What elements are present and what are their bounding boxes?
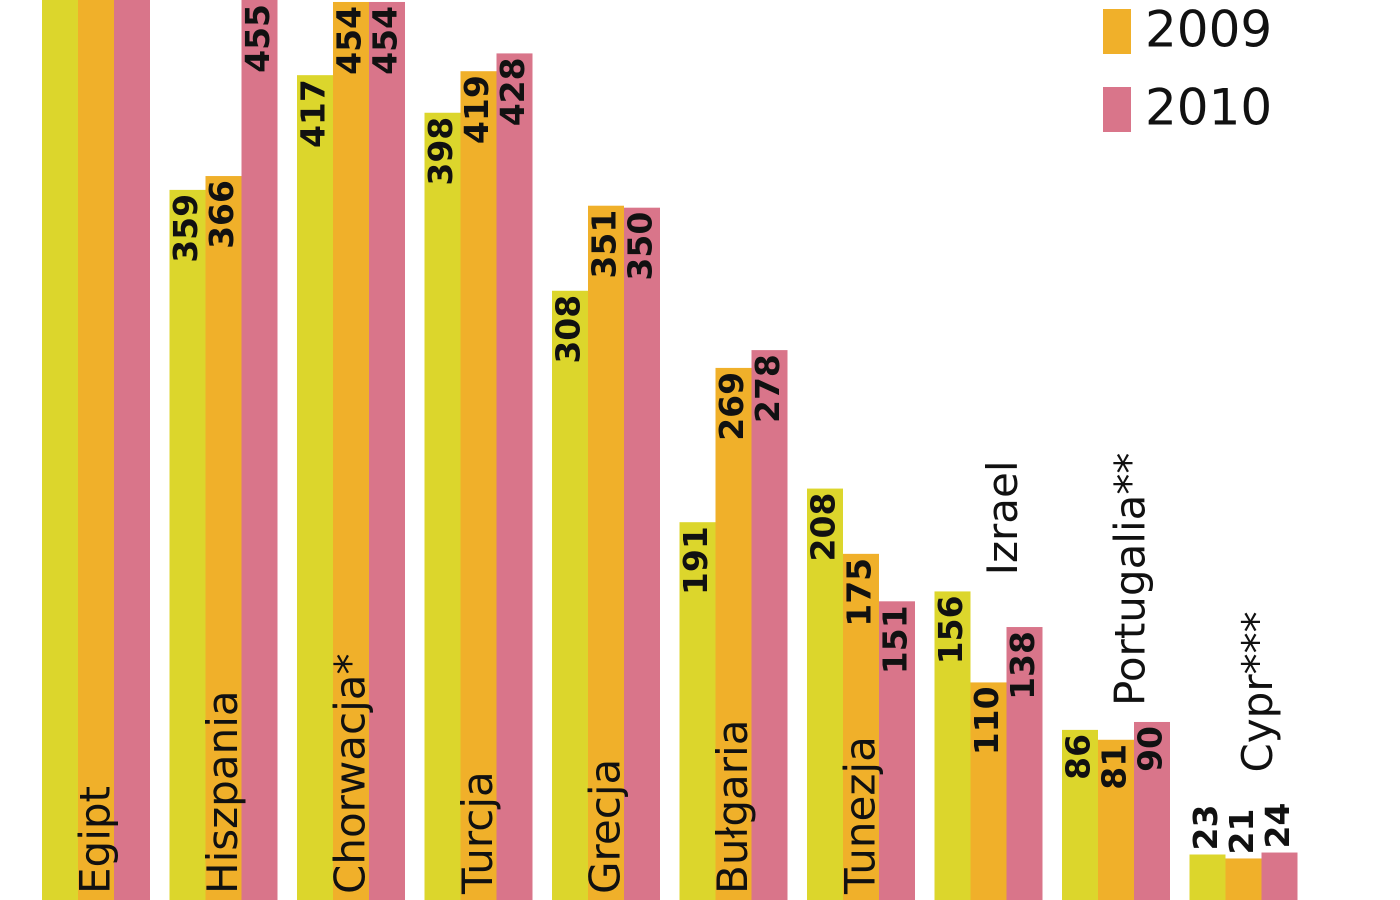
value-label: 86 bbox=[1059, 734, 1098, 780]
value-label: 366 bbox=[202, 180, 241, 249]
bar bbox=[369, 1, 405, 900]
bar bbox=[970, 682, 1007, 900]
category-label: Tunezja bbox=[836, 736, 885, 895]
bar bbox=[460, 71, 497, 900]
value-label: 454 bbox=[330, 6, 369, 75]
value-label: 208 bbox=[804, 493, 843, 562]
bar bbox=[297, 75, 333, 900]
value-label: 138 bbox=[1003, 631, 1042, 700]
category-label: Izrael bbox=[978, 460, 1027, 575]
value-label: 419 bbox=[457, 75, 496, 144]
bar bbox=[78, 0, 114, 900]
bar bbox=[42, 0, 78, 900]
bar bbox=[241, 0, 278, 900]
value-label: 269 bbox=[712, 372, 751, 441]
value-label: 455 bbox=[238, 4, 277, 73]
bar bbox=[424, 112, 461, 900]
bar bbox=[169, 189, 206, 900]
bar bbox=[1261, 852, 1298, 900]
category-label: Turcja bbox=[453, 771, 502, 895]
value-label: 359 bbox=[166, 194, 205, 263]
value-label: 351 bbox=[585, 210, 624, 279]
value-label: 21 bbox=[1222, 809, 1261, 855]
category-label: Portugalia** bbox=[1106, 453, 1155, 706]
bar bbox=[751, 350, 788, 900]
category-label: Hiszpania bbox=[198, 690, 247, 894]
bar bbox=[1006, 627, 1043, 900]
value-label: 350 bbox=[621, 212, 660, 281]
bar bbox=[333, 1, 369, 900]
bar bbox=[1134, 721, 1170, 900]
category-label: Cypr*** bbox=[1233, 611, 1282, 772]
value-label: 175 bbox=[840, 558, 879, 627]
bar bbox=[588, 205, 624, 900]
category-label: Grecja bbox=[581, 759, 630, 894]
category-label: Egipt bbox=[71, 786, 120, 894]
bar bbox=[1098, 739, 1134, 900]
bar bbox=[843, 553, 879, 900]
bar bbox=[114, 0, 150, 900]
value-label: 81 bbox=[1095, 744, 1134, 790]
legend-label: 2010 bbox=[1145, 79, 1272, 137]
value-label: 90 bbox=[1131, 726, 1170, 772]
bar bbox=[496, 53, 533, 900]
bar bbox=[552, 290, 588, 900]
value-label: 428 bbox=[493, 57, 532, 126]
bar bbox=[624, 207, 660, 900]
bar bbox=[1189, 854, 1226, 900]
category-label: Bułgaria bbox=[708, 720, 757, 894]
value-label: 417 bbox=[294, 79, 333, 148]
value-label: 278 bbox=[748, 354, 787, 423]
value-label: 398 bbox=[421, 117, 460, 186]
value-label: 454 bbox=[366, 6, 405, 75]
legend-swatch bbox=[1103, 87, 1131, 132]
value-label: 151 bbox=[876, 605, 915, 674]
legend-swatch bbox=[1103, 9, 1131, 54]
bar bbox=[205, 176, 242, 900]
bar bbox=[679, 522, 716, 900]
value-label: 23 bbox=[1186, 805, 1225, 851]
bar bbox=[934, 591, 971, 900]
bar bbox=[879, 601, 915, 900]
category-label: Chorwacja* bbox=[326, 654, 375, 895]
value-label: 308 bbox=[549, 295, 588, 364]
value-label: 191 bbox=[676, 526, 715, 595]
value-label: 156 bbox=[931, 595, 970, 664]
legend-label: 2009 bbox=[1145, 1, 1272, 59]
bar bbox=[1062, 729, 1098, 900]
value-label: 110 bbox=[967, 686, 1006, 755]
value-label: 24 bbox=[1258, 803, 1297, 849]
bar bbox=[715, 367, 752, 900]
bar bbox=[1225, 858, 1262, 900]
bar bbox=[807, 488, 843, 900]
